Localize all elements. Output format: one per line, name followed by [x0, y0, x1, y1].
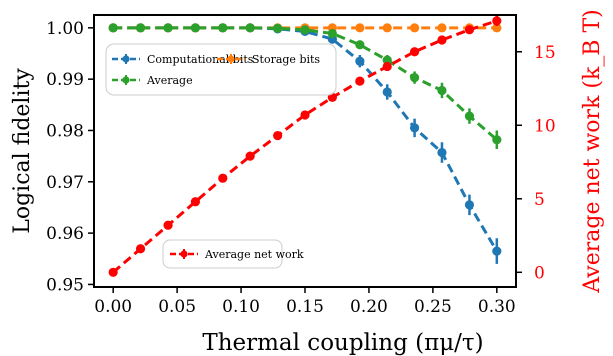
data-point-computational-bits: [437, 147, 447, 158]
data-point-average: [135, 23, 146, 33]
legend-entry-storage-bits: Storage bits: [217, 53, 320, 66]
y-axis-right-label: Average net work (k_B T): [580, 9, 605, 293]
legend-entry-computational-bits: Computational bits: [112, 53, 254, 66]
legend-entry-average: Average: [112, 74, 193, 87]
data-point-average: [464, 111, 475, 121]
data-point-storage-bits: [355, 23, 365, 33]
y-left-tick-label: 0.95: [46, 275, 84, 295]
data-point-average-net-work: [245, 151, 255, 161]
y-right-tick-label: 0: [534, 263, 545, 283]
data-point-average: [218, 23, 228, 33]
y-axis-left-label: Logical fidelity: [10, 68, 35, 234]
data-point-average: [245, 23, 255, 33]
x-tick-label: 0.25: [414, 297, 452, 317]
data-point-average: [190, 23, 201, 33]
data-point-storage-bits: [382, 23, 392, 33]
x-tick-label: 0.15: [286, 297, 324, 317]
legend-label-average: Average: [146, 74, 193, 87]
data-point-average-net-work: [382, 61, 392, 72]
y-left-tick-label: 1.00: [46, 19, 84, 39]
x-axis-label: Thermal coupling (πμ/τ): [202, 330, 483, 356]
y-right-tick-label: 10: [534, 116, 556, 136]
data-point-average-net-work: [190, 197, 201, 207]
x-tick-label: 0.00: [94, 297, 132, 317]
data-point-average-net-work: [163, 220, 173, 230]
legend-lower-box: [162, 239, 283, 269]
y-left-tick-label: 0.99: [46, 70, 84, 90]
legend-marker-computational-bits: [122, 55, 130, 63]
data-point-average: [437, 85, 447, 96]
data-point-average-net-work: [437, 35, 447, 45]
x-tick-label: 0.20: [350, 297, 388, 317]
data-point-average-net-work: [464, 25, 475, 35]
legend-marker-average: [122, 76, 130, 84]
legend-lower: Average net work: [162, 239, 304, 269]
legend-label-computational-bits: Computational bits: [147, 53, 254, 66]
data-point-storage-bits: [492, 23, 502, 33]
data-point-average-net-work: [300, 110, 310, 120]
data-point-storage-bits: [409, 23, 420, 33]
data-point-average-net-work: [108, 267, 118, 277]
y-left-tick-label: 0.97: [46, 173, 84, 193]
y-right-tick-label: 5: [534, 190, 545, 210]
data-point-average: [300, 25, 310, 35]
legend-upper-box: [105, 43, 337, 96]
legend-marker-storage-bits: [227, 55, 235, 63]
data-point-average: [355, 40, 365, 50]
x-tick-label: 0.10: [222, 297, 260, 317]
y-left-tick-label: 0.98: [46, 121, 84, 141]
data-point-computational-bits: [355, 56, 365, 66]
data-point-computational-bits: [492, 246, 502, 256]
x-tick-label: 0.30: [478, 297, 516, 317]
data-point-average: [327, 28, 337, 39]
chart-marks: [108, 15, 502, 277]
legend-label-storage-bits: Storage bits: [252, 53, 320, 66]
data-point-average: [108, 23, 118, 33]
data-point-computational-bits: [382, 87, 392, 97]
data-point-average-net-work: [135, 244, 146, 254]
series-line-average: [113, 26, 498, 141]
data-point-average: [409, 73, 420, 83]
data-point-average: [273, 23, 283, 33]
data-point-average-net-work: [492, 16, 502, 26]
data-point-average-net-work: [355, 76, 365, 86]
legend-entry-average-net-work: Average net work: [170, 248, 304, 261]
legend-label-average-net-work: Average net work: [204, 248, 304, 261]
data-point-average: [382, 55, 392, 65]
chart-axes: 0.00 0.05 0.10 0.15 0.20 0.25 0.30 0.95 0.96 0.97…: [46, 14, 556, 317]
y-right-tick-label: 15: [534, 43, 556, 63]
data-point-average: [163, 23, 173, 33]
data-point-average: [492, 135, 502, 145]
x-tick-label: 0.05: [158, 297, 196, 317]
series-line-average-net-work: [112, 19, 498, 274]
data-point-storage-bits: [437, 23, 447, 33]
y-left-tick-label: 0.96: [46, 224, 84, 244]
legend-marker-average-net-work: [180, 250, 188, 258]
data-point-computational-bits: [409, 123, 420, 133]
data-point-average-net-work: [409, 47, 420, 57]
data-point-computational-bits: [464, 200, 475, 210]
data-point-average-net-work: [218, 173, 228, 183]
data-point-average-net-work: [273, 130, 283, 141]
